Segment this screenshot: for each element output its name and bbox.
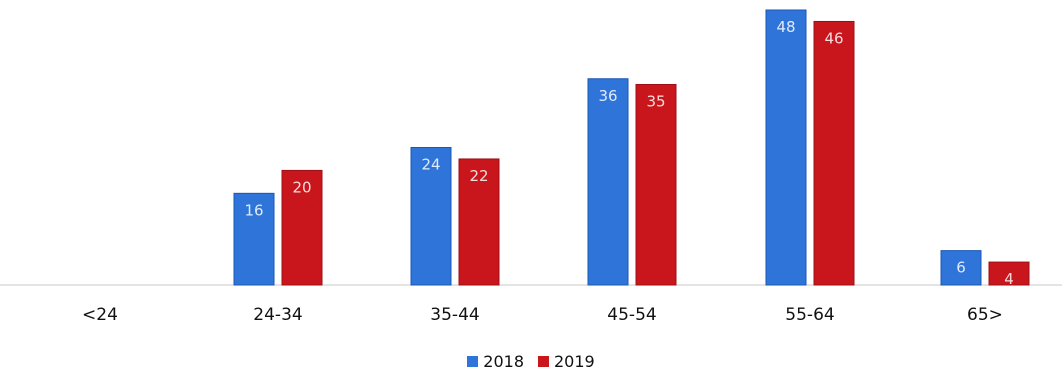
bar-2018 bbox=[410, 147, 452, 286]
x-tick-label: 45-54 bbox=[607, 305, 656, 325]
data-label: 22 bbox=[469, 167, 488, 185]
bar-2018 bbox=[765, 9, 807, 286]
x-tick-label: 35-44 bbox=[430, 305, 479, 325]
bar-2018 bbox=[587, 78, 629, 286]
x-tick-label: 65> bbox=[967, 305, 1003, 325]
data-label: 46 bbox=[824, 29, 843, 47]
legend-swatch bbox=[467, 356, 479, 367]
bar-2019 bbox=[635, 83, 677, 286]
legend-item-2019: 2019 bbox=[538, 352, 595, 371]
legend-label: 2018 bbox=[483, 352, 524, 371]
data-label: 35 bbox=[646, 92, 665, 110]
data-label: 48 bbox=[776, 18, 795, 36]
legend-item-2018: 2018 bbox=[467, 352, 524, 371]
data-label: 4 bbox=[1004, 270, 1014, 288]
legend-swatch bbox=[538, 356, 549, 367]
data-label: 6 bbox=[956, 259, 966, 277]
x-tick-label: <24 bbox=[82, 305, 118, 325]
x-tick-label: 55-64 bbox=[785, 305, 834, 325]
data-label: 24 bbox=[421, 156, 440, 174]
data-label: 20 bbox=[292, 178, 311, 196]
data-label: 16 bbox=[244, 201, 263, 219]
bar-2019 bbox=[281, 169, 323, 286]
bar-chart: <24 24-34 35-44 45-54 55-64 65> 16 24 36 48 6 20 22 3… bbox=[0, 9, 1062, 325]
legend-label: 2019 bbox=[554, 352, 595, 371]
bar-2018 bbox=[233, 192, 275, 286]
bar-2019 bbox=[458, 158, 500, 286]
bar-2018 bbox=[940, 250, 982, 286]
x-tick-label: 24-34 bbox=[253, 305, 302, 325]
bar-2019 bbox=[813, 20, 855, 286]
data-label: 36 bbox=[598, 87, 617, 105]
bar-2019 bbox=[988, 261, 1030, 286]
legend: 2018 2019 bbox=[0, 352, 1062, 371]
